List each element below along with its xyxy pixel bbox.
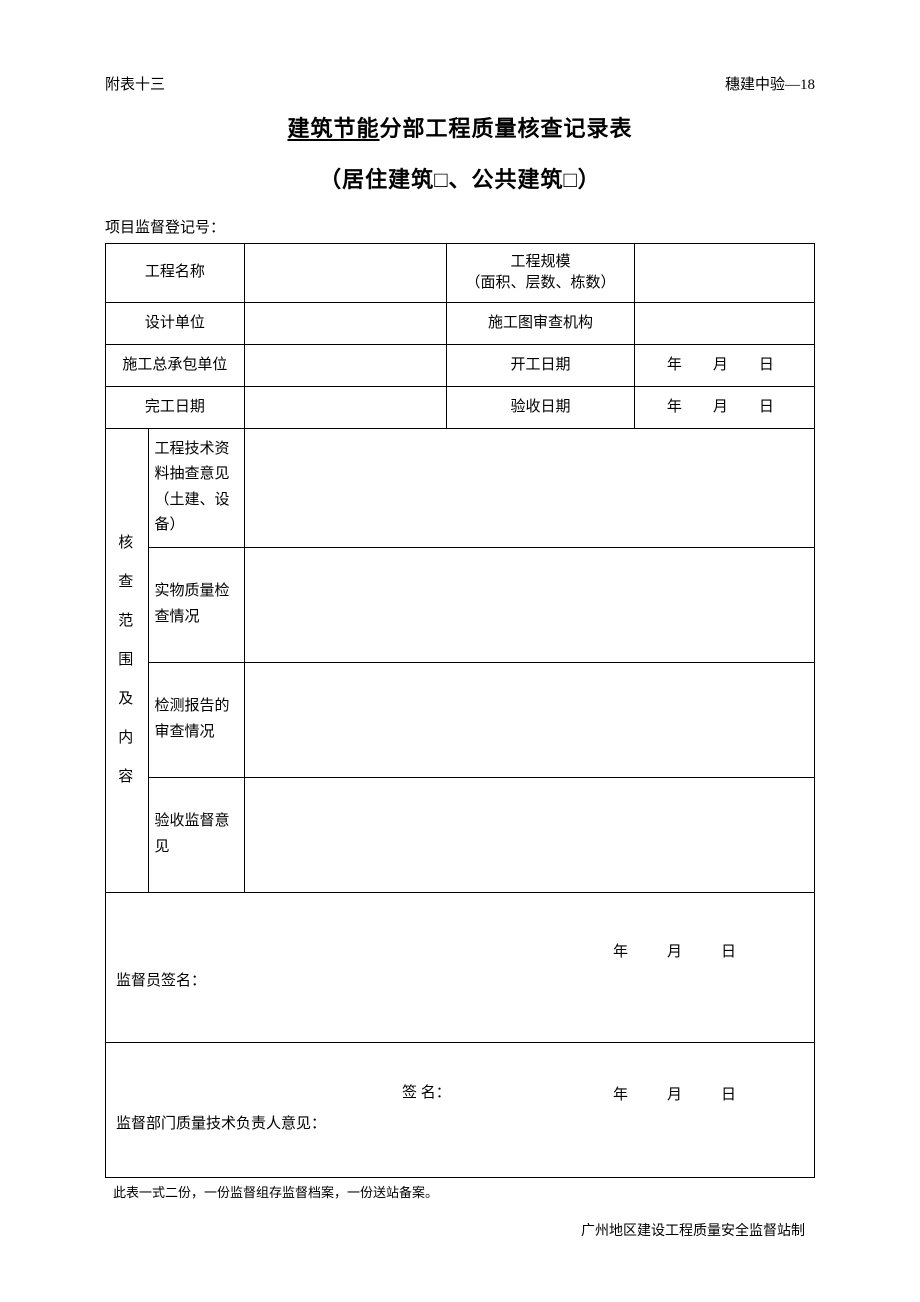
label-accept-date: 验收日期 <box>447 386 634 428</box>
title-main: 建筑节能分部工程质量核查记录表 <box>105 114 815 145</box>
label-quality-leader: 监督部门质量技术负责人意见： <box>116 1114 326 1135</box>
row-project-name: 工程名称 工程规模 （面积、层数、栋数） <box>106 243 815 302</box>
label-tech-opinion: 工程技术资料抽查意见（土建、设备） <box>148 428 244 547</box>
input-contractor[interactable] <box>244 344 447 386</box>
row-report: 检测报告的审查情况 <box>106 662 815 777</box>
form-code: 穗建中验—18 <box>725 75 815 96</box>
row-physical: 实物质量检查情况 <box>106 547 815 662</box>
label-physical-quality: 实物质量检查情况 <box>148 547 244 662</box>
supervisor-sign-date: 年 月 日 <box>613 942 748 963</box>
input-drawing-review[interactable] <box>634 302 814 344</box>
appendix-label: 附表十三 <box>105 75 165 96</box>
label-contractor: 施工总承包单位 <box>106 344 245 386</box>
input-physical-quality[interactable] <box>244 547 814 662</box>
row-quality-leader: 监督部门质量技术负责人意见： 签 名： 年 月 日 <box>106 1042 815 1177</box>
footnote: 此表一式二份，一份监督组存监督档案，一份送站备案。 <box>113 1184 815 1202</box>
label-complete-date: 完工日期 <box>106 386 245 428</box>
input-design-unit[interactable] <box>244 302 447 344</box>
row-supervise: 验收监督意见 <box>106 777 815 892</box>
quality-leader-cell[interactable]: 监督部门质量技术负责人意见： 签 名： 年 月 日 <box>106 1042 815 1177</box>
input-start-date[interactable]: 年 月 日 <box>634 344 814 386</box>
supervisor-sign-cell[interactable]: 监督员签名： 年 月 日 <box>106 892 815 1042</box>
input-supervise-opinion[interactable] <box>244 777 814 892</box>
row-tech: 核 查 范 围 及 内 容 工程技术资料抽查意见（土建、设备） <box>106 428 815 547</box>
registration-label: 项目监督登记号： <box>105 218 815 239</box>
main-table: 工程名称 工程规模 （面积、层数、栋数） 设计单位 施工图审查机构 施工总承包单… <box>105 243 815 1178</box>
label-start-date: 开工日期 <box>447 344 634 386</box>
header-row: 附表十三 穗建中验—18 <box>105 75 815 96</box>
checkbox-public[interactable]: □ <box>564 167 578 192</box>
row-supervisor-sign: 监督员签名： 年 月 日 <box>106 892 815 1042</box>
row-contractor: 施工总承包单位 开工日期 年 月 日 <box>106 344 815 386</box>
title-rest: 分部工程质量核查记录表 <box>380 116 633 141</box>
label-project-scale: 工程规模 （面积、层数、栋数） <box>447 243 634 302</box>
input-accept-date[interactable]: 年 月 日 <box>634 386 814 428</box>
input-complete-date[interactable] <box>244 386 447 428</box>
quality-leader-date: 年 月 日 <box>613 1085 748 1106</box>
input-report-review[interactable] <box>244 662 814 777</box>
title-sub: （居住建筑□、公共建筑□） <box>105 165 815 196</box>
checkbox-residential[interactable]: □ <box>434 167 448 192</box>
input-project-scale[interactable] <box>634 243 814 302</box>
label-drawing-review: 施工图审查机构 <box>447 302 634 344</box>
label-supervisor-sign: 监督员签名： <box>116 971 206 992</box>
title-underlined: 建筑节能 <box>287 116 379 141</box>
label-report-review: 检测报告的审查情况 <box>148 662 244 777</box>
label-sign: 签 名： <box>402 1083 451 1104</box>
input-project-name[interactable] <box>244 243 447 302</box>
row-complete-date: 完工日期 验收日期 年 月 日 <box>106 386 815 428</box>
label-project-name: 工程名称 <box>106 243 245 302</box>
label-design-unit: 设计单位 <box>106 302 245 344</box>
input-tech-opinion[interactable] <box>244 428 814 547</box>
row-design-unit: 设计单位 施工图审查机构 <box>106 302 815 344</box>
label-supervise-opinion: 验收监督意见 <box>148 777 244 892</box>
organization-label: 广州地区建设工程质量安全监督站制 <box>105 1222 805 1242</box>
label-scope-vertical: 核 查 范 围 及 内 容 <box>106 428 149 892</box>
